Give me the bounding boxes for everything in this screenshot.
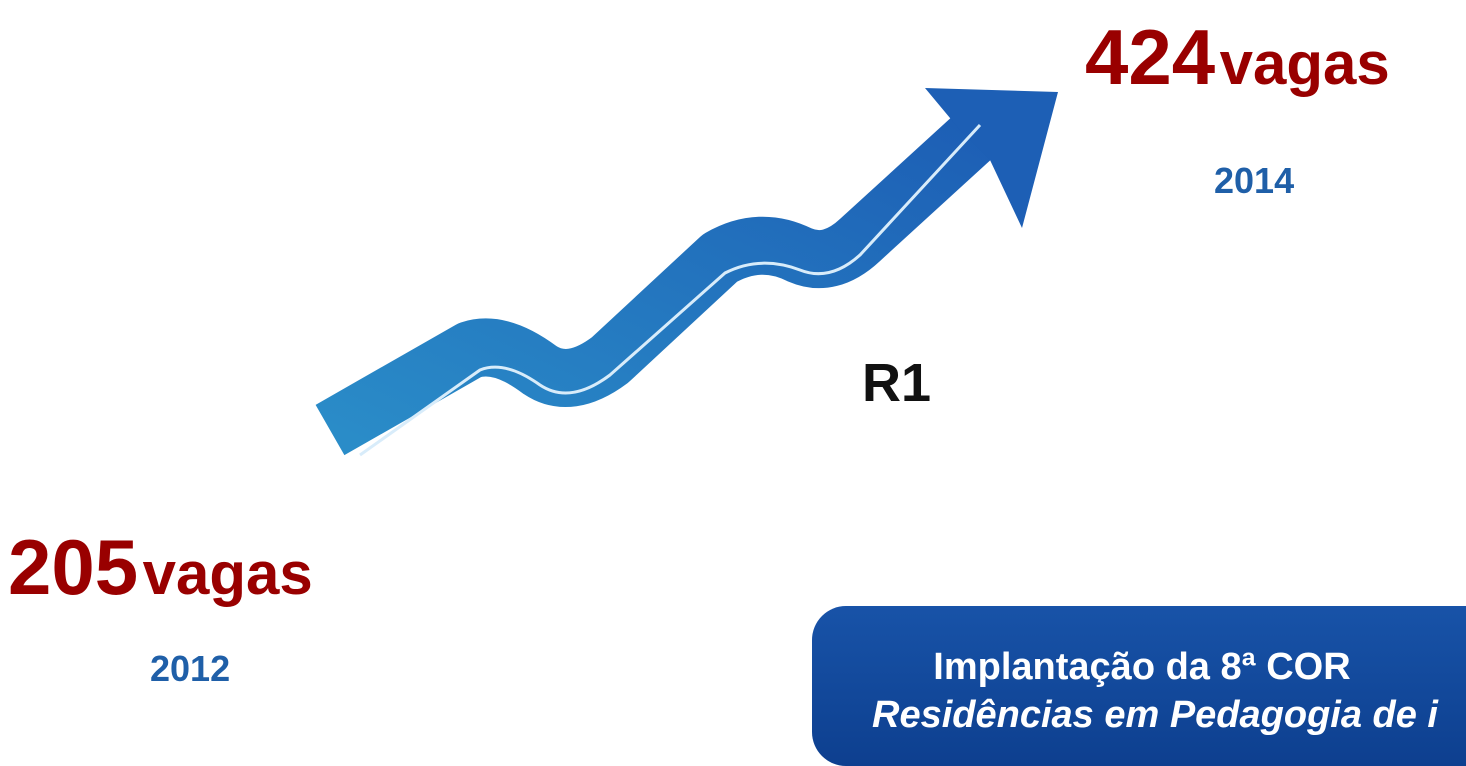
end-count: 424 vagas bbox=[1085, 12, 1390, 103]
arrow-graphic bbox=[315, 88, 1058, 457]
start-year: 2012 bbox=[150, 648, 231, 689]
arrow-highlight bbox=[359, 123, 982, 457]
box-line-1: Implantação da 8ª COR bbox=[933, 646, 1351, 688]
start-number: 205 bbox=[8, 523, 139, 611]
r1-label: R1 bbox=[862, 353, 932, 413]
start-unit: vagas bbox=[142, 540, 313, 607]
arrow-head bbox=[925, 88, 1058, 228]
page: R1 vagas {"start": {"number": 205, "unit… bbox=[8, 12, 1466, 766]
end-year: 2014 bbox=[1214, 160, 1295, 201]
end-unit: vagas bbox=[1219, 30, 1390, 97]
start-count: 205 vagas bbox=[8, 522, 313, 613]
info-box: Implantação da 8ª COR Residências em Ped… bbox=[812, 606, 1466, 766]
slide: 424 vagas 2014 R1 205 vagas 2012 Implant… bbox=[8, 12, 1466, 766]
box-line-2: Residências em Pedagogia de i bbox=[872, 694, 1438, 736]
end-number: 424 bbox=[1085, 13, 1216, 101]
arrow-body bbox=[315, 113, 995, 456]
